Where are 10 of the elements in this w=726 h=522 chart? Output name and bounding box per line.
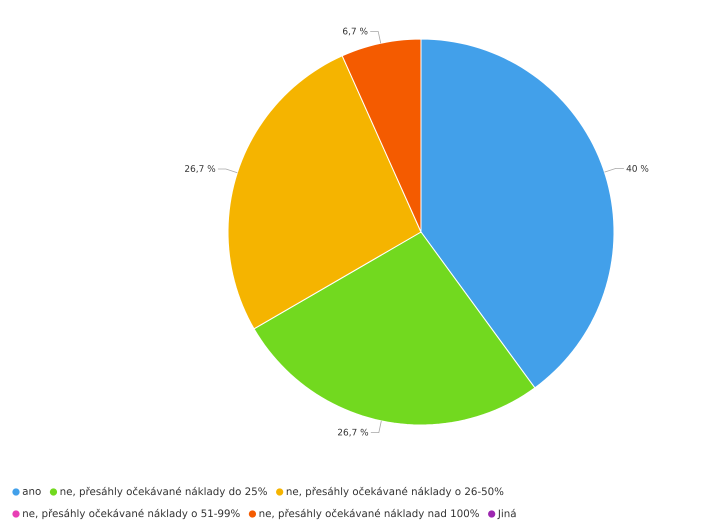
legend-label: Jiná [497, 508, 516, 520]
legend-label: ne, přesáhly očekávané náklady do 25% [60, 486, 267, 498]
data-label: 26,7 % [338, 428, 368, 436]
legend-label: ne, přesáhly očekávané náklady nad 100% [260, 508, 479, 520]
legend-label: ano [22, 489, 41, 495]
data-label: 26,7 % [185, 165, 216, 173]
data-label: 6,7 % [343, 28, 368, 36]
legend-label: ne, přesáhly očekávané náklady o 26-50% [286, 486, 504, 498]
legend-label: ne, přesáhly očekávané náklady o 51-99% [23, 508, 240, 520]
data-label: 40 % [626, 165, 648, 172]
